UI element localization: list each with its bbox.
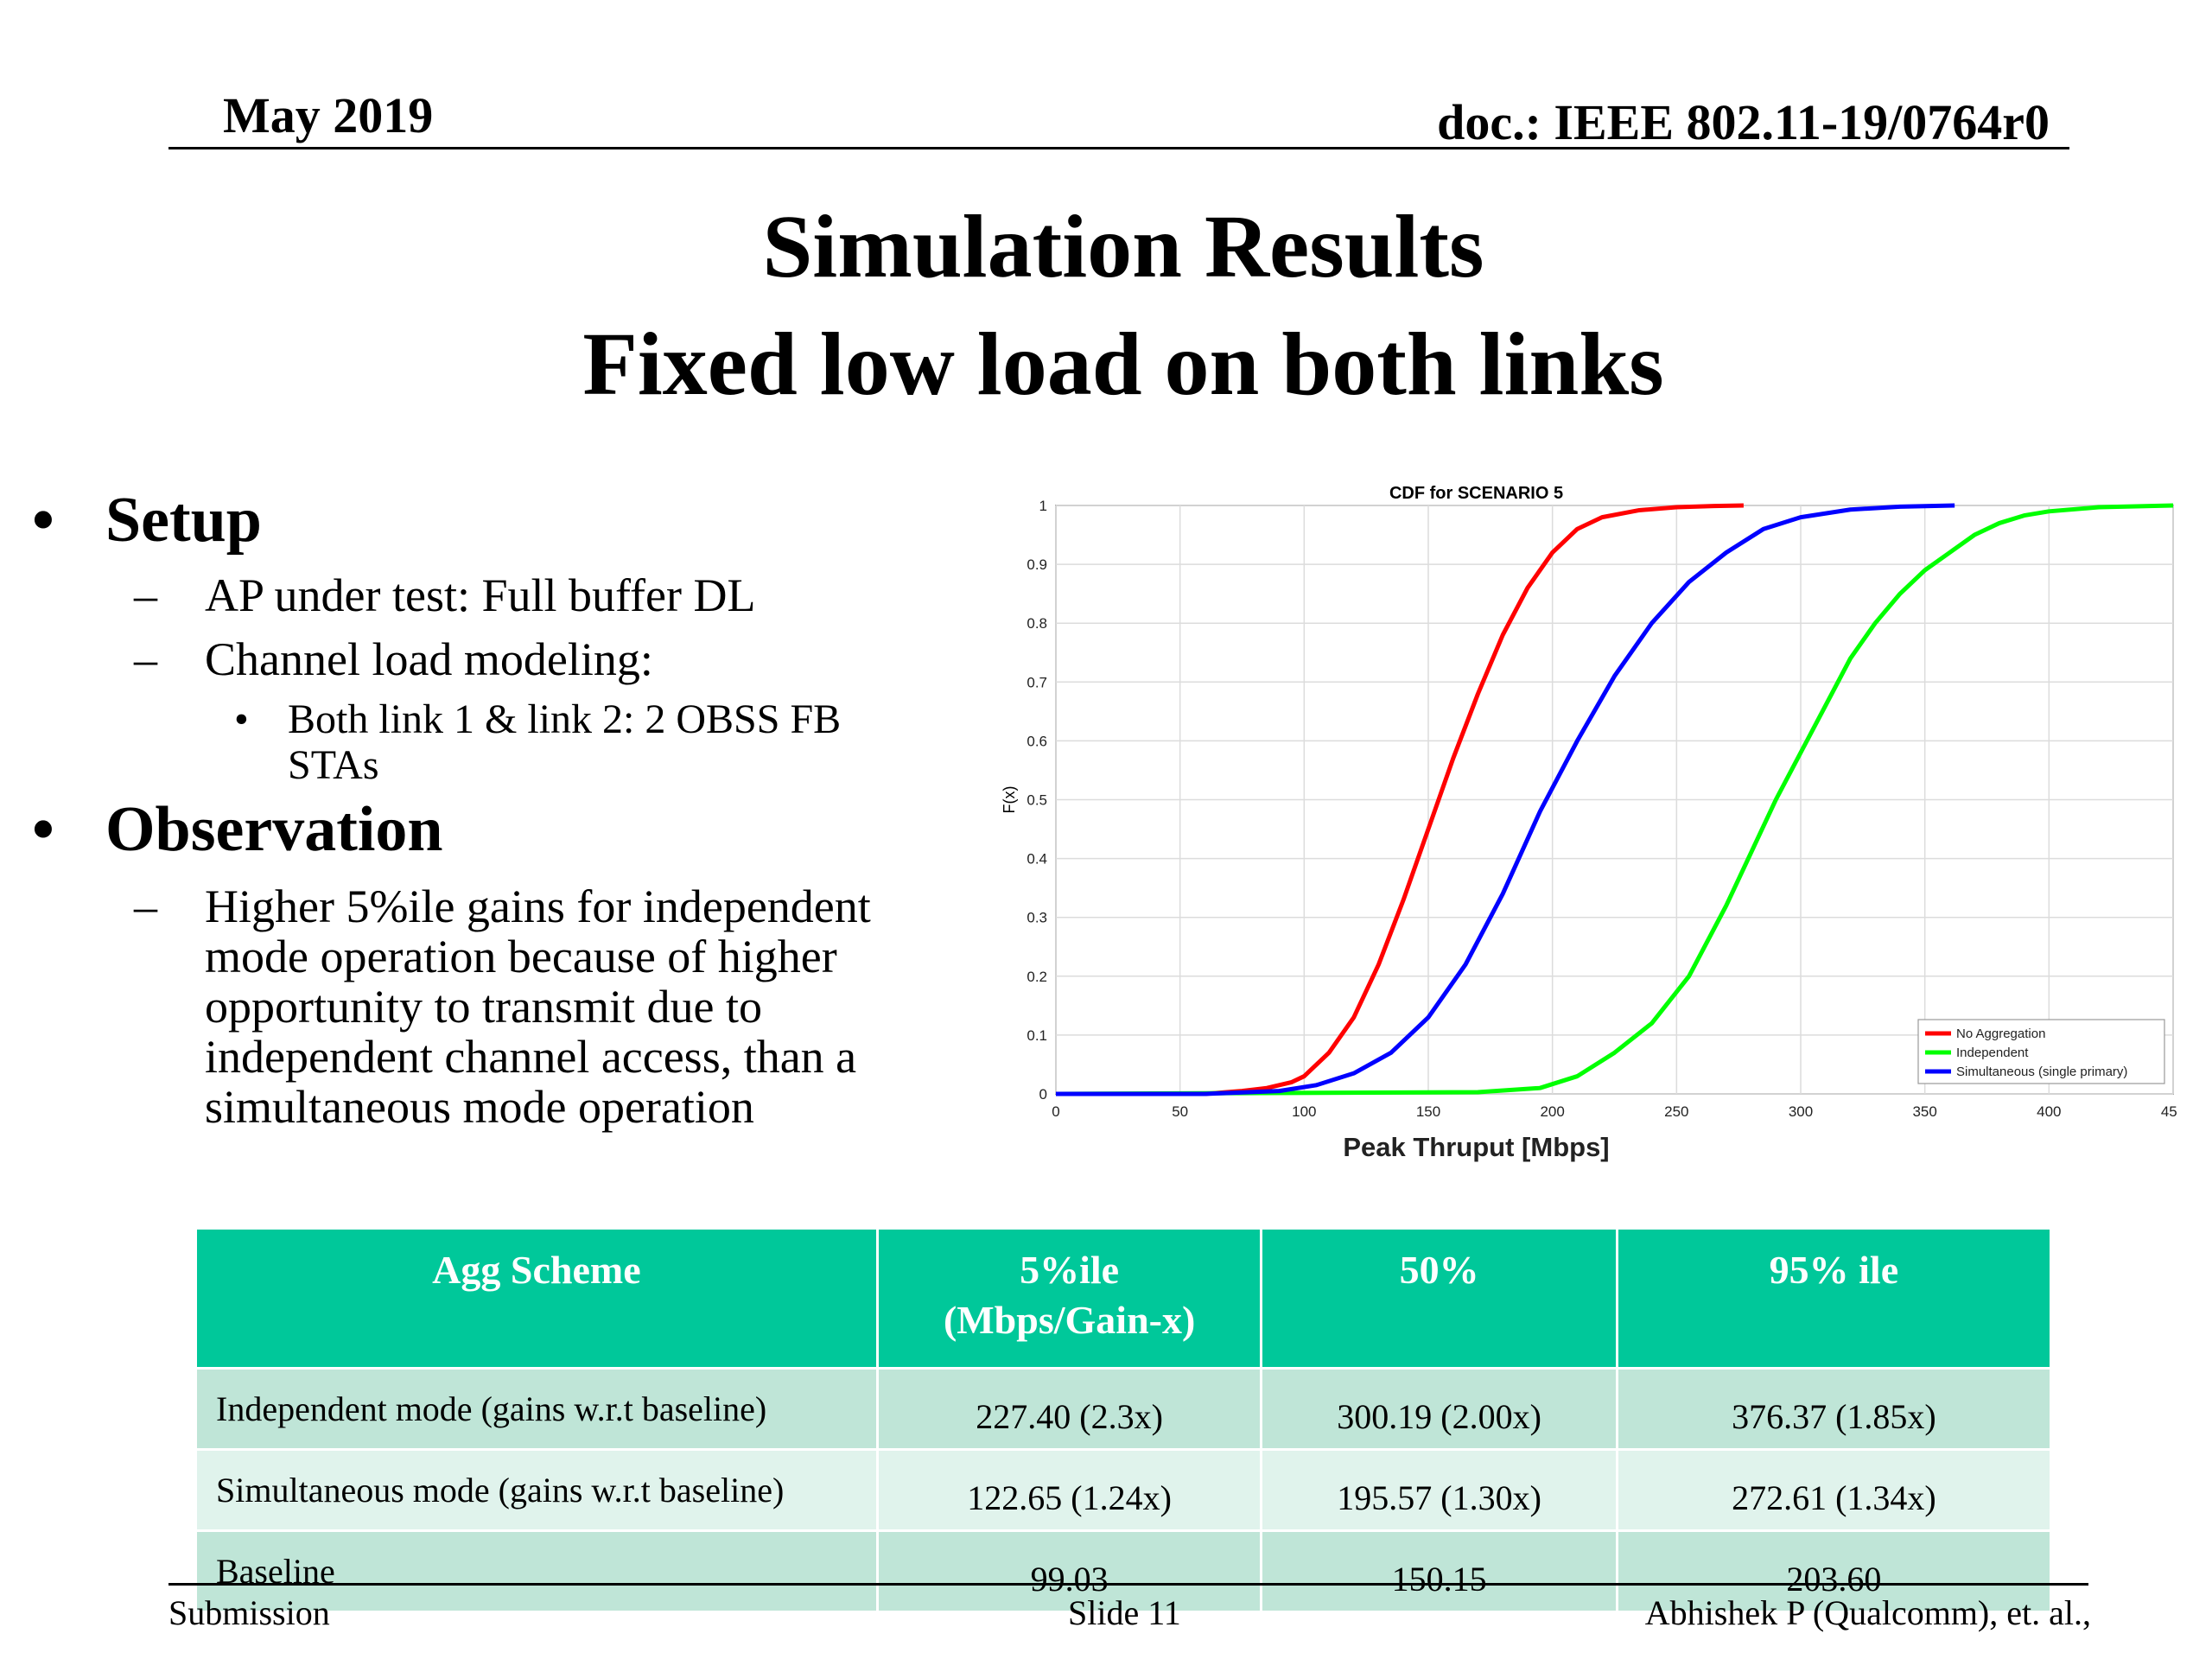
bullet-setup-label: Setup xyxy=(105,485,262,556)
table-cell-value: 376.37 (1.85x) xyxy=(1615,1367,2053,1451)
table-header-5pct-line1: 5%ile xyxy=(1020,1248,1120,1292)
slide-title-line2: Fixed low load on both links xyxy=(582,315,1664,414)
cdf-chart-svg: 0 50 100 150 200 250 300 350 400 450 0 0.1 0.2 0.3 0.4… xyxy=(1001,484,2185,1162)
slide-title-line1: Simulation Results xyxy=(762,197,1484,296)
header-rule xyxy=(168,147,2069,149)
dash-icon: – xyxy=(134,569,157,621)
bullet-dot-icon: • xyxy=(32,485,54,556)
y-tick-label: 0.6 xyxy=(1027,733,1047,749)
table-cell-scheme: Simultaneous mode (gains w.r.t baseline) xyxy=(194,1448,879,1532)
observation-line: simultaneous mode operation xyxy=(205,1081,754,1133)
series-line xyxy=(1056,503,1955,1096)
footer-slide-number: Slide 11 xyxy=(1068,1593,1181,1632)
table-row: Baseline 99.03 150.15 203.60 xyxy=(194,1529,2053,1613)
observation-line: mode operation because of higher xyxy=(205,931,837,982)
bullet-dot-icon: • xyxy=(234,696,249,742)
results-table: Agg Scheme 5%ile (Mbps/Gain-x) 50% 95% i… xyxy=(194,1227,2053,1613)
cdf-chart: 0 50 100 150 200 250 300 350 400 450 0 0.1 0.2 0.3 0.4… xyxy=(1001,475,2185,1166)
table-header-5pct: 5%ile (Mbps/Gain-x) xyxy=(875,1227,1263,1370)
table-header-row: Agg Scheme 5%ile (Mbps/Gain-x) 50% 95% i… xyxy=(194,1227,2053,1370)
observation-line: Higher 5%ile gains for independent xyxy=(205,880,871,932)
setup-item-2-text: Channel load modeling: xyxy=(205,633,653,685)
legend-label: No Aggregation xyxy=(1956,1027,2045,1041)
bullet-observation: • Observation xyxy=(32,793,443,867)
x-tick-label: 450 xyxy=(2161,1103,2177,1120)
observation-item: – Higher 5%ile gains for independent mod… xyxy=(134,880,871,1133)
series-line xyxy=(1055,503,2174,1096)
footer-submission: Submission xyxy=(168,1593,330,1632)
y-tick-label: 0.4 xyxy=(1027,851,1047,868)
table-row: Simultaneous mode (gains w.r.t baseline)… xyxy=(194,1448,2053,1532)
x-tick-label: 50 xyxy=(1172,1103,1188,1120)
x-tick-label: 200 xyxy=(1540,1103,1564,1120)
table-cell-scheme: Baseline xyxy=(194,1529,879,1613)
dash-icon: – xyxy=(134,880,157,932)
y-tick-label: 0.1 xyxy=(1027,1027,1047,1044)
bullet-observation-label: Observation xyxy=(105,794,443,865)
x-axis-label: Peak Thruput [Mbps] xyxy=(1343,1132,1609,1162)
x-tick-label: 100 xyxy=(1292,1103,1316,1120)
y-tick-label: 0.7 xyxy=(1027,674,1047,690)
table-cell-value: 195.57 (1.30x) xyxy=(1260,1448,1618,1532)
y-tick-label: 0.5 xyxy=(1027,792,1047,809)
setup-sub-item-line2: STAs xyxy=(288,742,379,788)
chart-title: CDF for SCENARIO 5 xyxy=(1389,484,1563,503)
dash-icon: – xyxy=(134,633,157,685)
y-tick-label: 0.3 xyxy=(1027,910,1047,926)
x-tick-label: 400 xyxy=(2037,1103,2061,1120)
observation-line: opportunity to transmit due to xyxy=(205,981,762,1033)
x-tick-label: 300 xyxy=(1789,1103,1813,1120)
table-header-95pct: 95% ile xyxy=(1615,1227,2053,1370)
series-line xyxy=(1056,503,1744,1096)
table-cell-value: 272.61 (1.34x) xyxy=(1615,1448,2053,1532)
header-date: May 2019 xyxy=(223,87,434,143)
x-tick-label: 350 xyxy=(1912,1103,1936,1120)
setup-sub-item-line1: Both link 1 & link 2: 2 OBSS FB xyxy=(288,696,842,742)
table-cell-value: 150.15 xyxy=(1260,1529,1618,1613)
setup-item-1-text: AP under test: Full buffer DL xyxy=(205,569,756,621)
legend-label: Simultaneous (single primary) xyxy=(1956,1065,2127,1079)
table-cell-value: 227.40 (2.3x) xyxy=(875,1367,1263,1451)
x-tick-label: 250 xyxy=(1664,1103,1688,1120)
x-tick-label: 0 xyxy=(1052,1103,1059,1120)
x-tick-label: 150 xyxy=(1416,1103,1440,1120)
slide-title: Simulation Results Fixed low load on bot… xyxy=(0,188,2212,423)
y-tick-label: 0 xyxy=(1039,1086,1047,1103)
y-tick-label: 0.9 xyxy=(1027,556,1047,573)
table-header-agg-scheme: Agg Scheme xyxy=(194,1227,879,1370)
legend-box xyxy=(1917,1019,2165,1084)
y-tick-label: 0.8 xyxy=(1027,615,1047,632)
setup-item-1: – AP under test: Full buffer DL xyxy=(134,569,756,621)
table-row: Independent mode (gains w.r.t baseline) … xyxy=(194,1367,2053,1451)
y-tick-label: 1 xyxy=(1039,498,1047,514)
footer-rule xyxy=(168,1583,2088,1586)
y-tick-label: 0.2 xyxy=(1027,969,1047,985)
footer-author: Abhishek P (Qualcomm), et. al., xyxy=(1644,1593,2091,1632)
table-cell-value: 99.03 xyxy=(875,1529,1263,1613)
bullet-dot-icon: • xyxy=(32,794,54,865)
table-cell-value: 122.65 (1.24x) xyxy=(875,1448,1263,1532)
table-cell-value: 203.60 xyxy=(1615,1529,2053,1613)
observation-line: independent channel access, than a xyxy=(205,1031,857,1083)
table-cell-value: 300.19 (2.00x) xyxy=(1260,1367,1618,1451)
table-header-50pct: 50% xyxy=(1260,1227,1618,1370)
legend-label: Independent xyxy=(1956,1046,2029,1060)
setup-sub-item: • Both link 1 & link 2: 2 OBSS FB STAs xyxy=(234,696,842,788)
setup-item-2: – Channel load modeling: xyxy=(134,633,653,685)
y-axis-label: F(x) xyxy=(1002,786,1018,814)
header-doc-id: doc.: IEEE 802.11-19/0764r0 xyxy=(1437,94,2050,150)
bullet-setup: • Setup xyxy=(32,484,262,557)
table-header-5pct-line2: (Mbps/Gain-x) xyxy=(943,1298,1196,1342)
table-cell-scheme: Independent mode (gains w.r.t baseline) xyxy=(194,1367,879,1451)
